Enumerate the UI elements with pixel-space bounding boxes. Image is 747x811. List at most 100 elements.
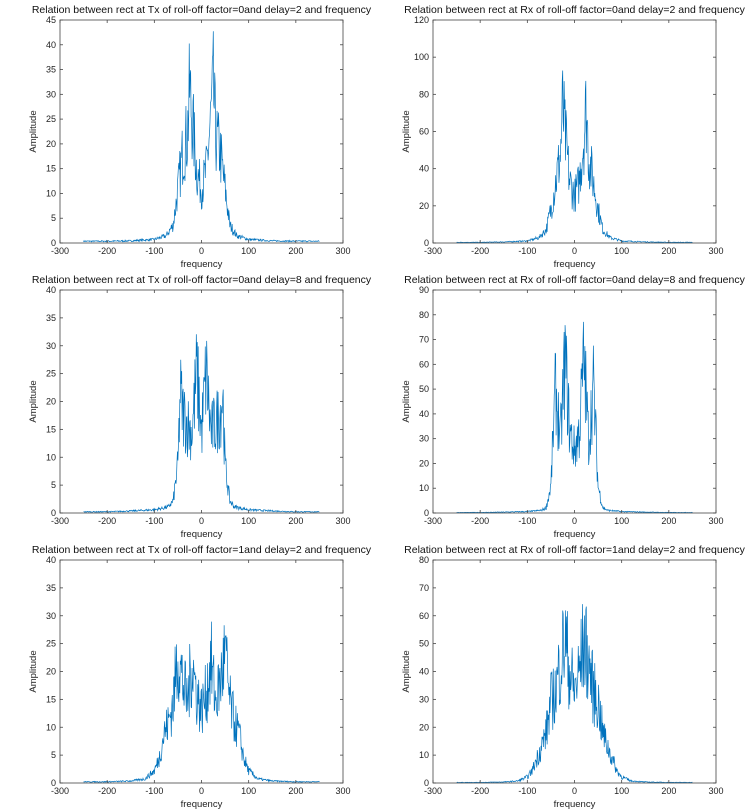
chart-svg: Relation between rect at Rx of roll-off … [401, 544, 746, 810]
x-tick-label: 200 [288, 786, 303, 796]
x-axis-label: frequency [181, 529, 223, 540]
y-tick-label: 40 [419, 164, 429, 174]
y-tick-label: 0 [424, 778, 429, 788]
y-tick-label: 100 [414, 52, 429, 62]
y-tick-label: 25 [46, 114, 56, 124]
y-tick-label: 15 [46, 164, 56, 174]
y-tick-label: 35 [46, 65, 56, 75]
x-axis-label: frequency [181, 799, 223, 810]
y-tick-label: 10 [46, 722, 56, 732]
chart-panel-rx-rolloff1-delay2: Relation between rect at Rx of roll-off … [373, 540, 746, 810]
y-tick-label: 25 [46, 639, 56, 649]
y-axis-label: Amplitude [401, 380, 412, 422]
y-tick-label: 70 [419, 583, 429, 593]
x-tick-label: 100 [241, 516, 256, 526]
series-line [456, 604, 693, 784]
chart-svg: Relation between rect at Rx of roll-off … [401, 4, 746, 270]
y-tick-label: 70 [419, 335, 429, 345]
y-tick-label: 30 [419, 434, 429, 444]
y-tick-label: 5 [51, 750, 56, 760]
y-tick-label: 35 [46, 313, 56, 323]
chart-panel-rx-rolloff0-delay2: Relation between rect at Rx of roll-off … [373, 0, 746, 270]
y-tick-label: 10 [46, 452, 56, 462]
x-axis-label: frequency [181, 259, 223, 270]
chart-panel-tx-rolloff0-delay8: Relation between rect at Tx of roll-off … [0, 270, 373, 540]
y-tick-label: 0 [51, 778, 56, 788]
x-tick-label: 0 [199, 516, 204, 526]
chart-title: Relation between rect at Rx of roll-off … [404, 274, 745, 286]
y-tick-label: 5 [51, 213, 56, 223]
x-tick-label: -300 [424, 516, 442, 526]
y-tick-label: 30 [46, 611, 56, 621]
x-tick-label: -200 [98, 516, 116, 526]
y-tick-label: 120 [414, 15, 429, 25]
y-tick-label: 20 [46, 139, 56, 149]
x-tick-label: 300 [708, 516, 723, 526]
chart-svg: Relation between rect at Rx of roll-off … [401, 274, 746, 540]
y-tick-label: 20 [419, 201, 429, 211]
y-tick-label: 15 [46, 694, 56, 704]
x-tick-label: 100 [614, 246, 629, 256]
y-tick-label: 60 [419, 127, 429, 137]
x-tick-label: 200 [288, 246, 303, 256]
y-tick-label: 20 [46, 397, 56, 407]
x-tick-label: -100 [145, 516, 163, 526]
y-tick-label: 30 [46, 341, 56, 351]
y-tick-label: 15 [46, 424, 56, 434]
x-tick-label: -300 [51, 246, 69, 256]
series-line [456, 321, 693, 514]
x-tick-label: 0 [572, 786, 577, 796]
x-tick-label: 0 [199, 246, 204, 256]
y-axis-label: Amplitude [28, 110, 39, 152]
chart-svg: Relation between rect at Tx of roll-off … [28, 274, 372, 540]
y-tick-label: 80 [419, 310, 429, 320]
y-tick-label: 20 [46, 667, 56, 677]
y-axis-label: Amplitude [28, 380, 39, 422]
chart-title: Relation between rect at Rx of roll-off … [404, 4, 745, 16]
x-tick-label: -100 [518, 786, 536, 796]
x-tick-label: 200 [661, 246, 676, 256]
y-tick-label: 90 [419, 285, 429, 295]
series-line [83, 334, 320, 513]
x-tick-label: 300 [335, 786, 350, 796]
axes-box [59, 289, 344, 514]
chart-svg: Relation between rect at Tx of roll-off … [28, 4, 372, 270]
y-axis-label: Amplitude [28, 650, 39, 692]
y-tick-label: 20 [419, 458, 429, 468]
y-tick-label: 40 [46, 285, 56, 295]
x-tick-label: -200 [98, 786, 116, 796]
x-tick-label: 300 [335, 516, 350, 526]
y-tick-label: 30 [419, 694, 429, 704]
x-tick-label: -300 [51, 516, 69, 526]
axes-box [59, 19, 344, 244]
chart-svg: Relation between rect at Tx of roll-off … [28, 544, 372, 810]
x-tick-label: 0 [199, 786, 204, 796]
x-axis-label: frequency [554, 529, 596, 540]
x-tick-label: -300 [424, 246, 442, 256]
y-tick-label: 35 [46, 583, 56, 593]
x-tick-label: -200 [471, 516, 489, 526]
series-line [456, 70, 693, 244]
x-tick-label: 200 [661, 786, 676, 796]
y-tick-label: 40 [46, 555, 56, 565]
x-tick-label: 100 [614, 516, 629, 526]
y-tick-label: 40 [419, 409, 429, 419]
x-tick-label: 0 [572, 516, 577, 526]
y-tick-label: 10 [46, 188, 56, 198]
x-tick-label: -100 [518, 516, 536, 526]
x-tick-label: -200 [98, 246, 116, 256]
axes-box [432, 559, 717, 784]
y-tick-label: 50 [419, 639, 429, 649]
y-tick-label: 60 [419, 359, 429, 369]
chart-panel-tx-rolloff0-delay2: Relation between rect at Tx of roll-off … [0, 0, 373, 270]
chart-title: Relation between rect at Tx of roll-off … [32, 544, 372, 556]
x-tick-label: 300 [335, 246, 350, 256]
y-tick-label: 10 [419, 750, 429, 760]
y-tick-label: 20 [419, 722, 429, 732]
x-tick-label: 200 [288, 516, 303, 526]
axes-box [432, 289, 717, 514]
y-tick-label: 0 [424, 238, 429, 248]
x-tick-label: -200 [471, 786, 489, 796]
x-tick-label: 300 [708, 246, 723, 256]
x-tick-label: 100 [241, 786, 256, 796]
